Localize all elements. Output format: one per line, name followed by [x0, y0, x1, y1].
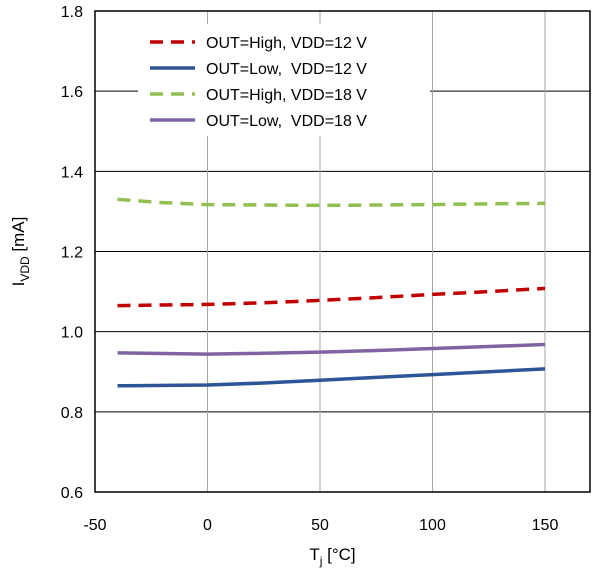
- y-tick-label: 0.6: [61, 485, 83, 502]
- legend-label: OUT=High, VDD=12 V: [206, 35, 367, 52]
- y-tick-label: 1.6: [61, 84, 83, 101]
- series-line: [117, 342, 546, 356]
- legend: OUT=High, VDD=12 V OUT=Low, VDD=12 V OUT=H…: [138, 24, 430, 136]
- y-tick-label: 1.2: [61, 245, 83, 262]
- series-group: [117, 197, 546, 388]
- series-line: [117, 367, 546, 388]
- series-line: [117, 197, 546, 208]
- legend-label: OUT=High, VDD=18 V: [206, 87, 367, 104]
- y-axis-title-unit: [mA]: [9, 217, 28, 257]
- x-tick-label: -50: [83, 517, 106, 534]
- x-axis-title-main: T: [309, 545, 319, 564]
- y-axis-title-main: I: [9, 282, 28, 287]
- plot-area-border: [94, 10, 591, 493]
- x-tick-label: 50: [311, 517, 329, 534]
- x-axis-title-unit: [°C]: [322, 545, 355, 564]
- x-axis-title-sub: j: [319, 554, 323, 568]
- x-tick-label: 0: [203, 517, 212, 534]
- y-tick-label: 0.8: [61, 405, 83, 422]
- legend-label: OUT=Low, VDD=18 V: [206, 113, 367, 130]
- legend-label: OUT=Low, VDD=12 V: [206, 61, 367, 78]
- x-tick-label: 150: [532, 517, 559, 534]
- y-axis-title: IVDD [mA]: [9, 217, 32, 287]
- y-axis-title-sub: VDD: [18, 256, 32, 282]
- legend-box: [138, 24, 430, 136]
- y-tick-labels: 0.6 0.8 1.0 1.2 1.4 1.6 1.8: [61, 4, 83, 502]
- y-tick-label: 1.0: [61, 325, 83, 342]
- x-tick-labels: -50 0 50 100 150: [83, 517, 558, 534]
- y-tick-label: 1.8: [61, 4, 83, 21]
- series-line: [117, 286, 546, 308]
- y-tick-label: 1.4: [61, 164, 83, 181]
- x-tick-label: 100: [419, 517, 446, 534]
- x-axis-title: Tj [°C]: [309, 545, 355, 568]
